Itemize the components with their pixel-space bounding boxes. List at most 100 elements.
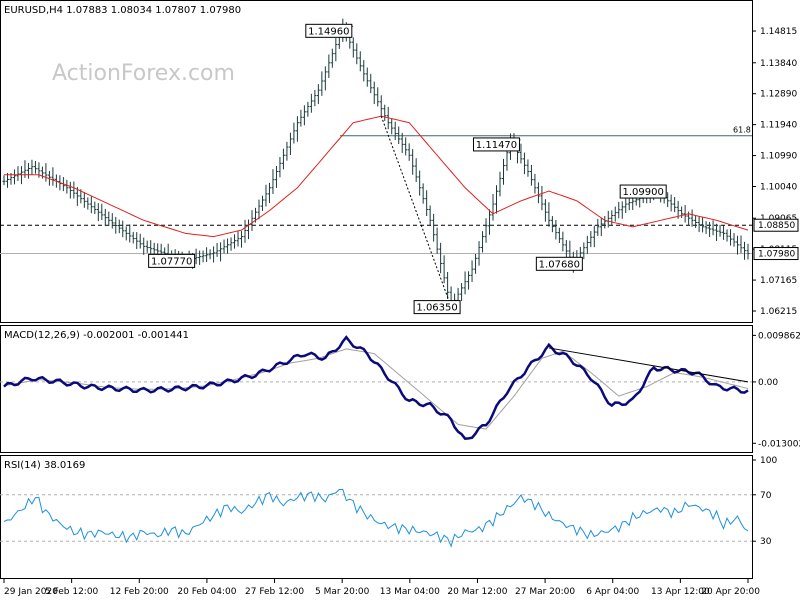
price-tick-label: 1.13840 bbox=[760, 59, 797, 69]
price-bar bbox=[383, 104, 387, 121]
macd-header: MACD(12,26,9) -0.002001 -0.001441 bbox=[4, 330, 189, 341]
price-bar bbox=[533, 173, 537, 194]
price-bar bbox=[732, 233, 736, 247]
price-bar bbox=[243, 219, 247, 243]
price-bar bbox=[397, 126, 401, 145]
fib-label: 61.8 bbox=[733, 126, 751, 135]
price-bar bbox=[131, 231, 135, 244]
annotation-label: 1.07680 bbox=[539, 259, 580, 270]
price-bar bbox=[488, 209, 492, 235]
price-bar bbox=[142, 237, 146, 255]
rsi-header: RSI(14) 38.0169 bbox=[4, 460, 85, 471]
price-bar bbox=[93, 201, 97, 214]
price-bar bbox=[582, 242, 586, 260]
annotation-label: 1.06350 bbox=[416, 303, 457, 314]
price-bar bbox=[550, 216, 554, 233]
price-bar bbox=[418, 170, 422, 196]
price-bar bbox=[107, 211, 111, 226]
price-bar bbox=[149, 240, 153, 255]
rsi-tick-label: 30 bbox=[760, 537, 772, 547]
price-tick-label: 1.10990 bbox=[760, 152, 797, 162]
x-tick-label: 29 Jan 2020 bbox=[4, 587, 58, 597]
price-bar bbox=[522, 152, 526, 175]
macd-line bbox=[3, 335, 749, 441]
price-bar bbox=[467, 271, 471, 290]
price-bar bbox=[435, 227, 439, 254]
price-bar bbox=[477, 241, 481, 266]
annotation-box bbox=[535, 256, 583, 271]
price-bar bbox=[407, 143, 411, 161]
price-bar bbox=[212, 246, 216, 263]
price-bar bbox=[746, 243, 750, 260]
price-bar bbox=[481, 231, 485, 253]
price-bar bbox=[425, 190, 429, 216]
price-bar bbox=[495, 185, 499, 214]
price-bar bbox=[327, 54, 331, 79]
price-bar bbox=[208, 249, 212, 260]
price-bar bbox=[715, 223, 719, 242]
price-bar bbox=[51, 167, 55, 186]
price-bar bbox=[704, 221, 708, 234]
price-tick-label: 1.14815 bbox=[760, 27, 797, 37]
price-bar bbox=[536, 182, 540, 204]
current-price-tag bbox=[753, 247, 799, 261]
price-bar bbox=[554, 219, 558, 240]
price-bar bbox=[390, 118, 394, 135]
price-bar bbox=[323, 66, 327, 91]
price-bar bbox=[460, 283, 464, 301]
price-bar bbox=[543, 199, 547, 222]
price-bar bbox=[30, 159, 34, 175]
price-bar bbox=[267, 182, 271, 204]
price-bar bbox=[285, 141, 289, 161]
price-bar bbox=[729, 229, 733, 246]
price-bar bbox=[701, 217, 705, 233]
price-bar bbox=[233, 234, 237, 249]
price-bar bbox=[393, 121, 397, 141]
price-bar bbox=[86, 197, 90, 210]
price-bar bbox=[519, 143, 523, 164]
price-bar bbox=[428, 205, 432, 226]
price-bar bbox=[697, 216, 701, 233]
price-bar bbox=[540, 185, 544, 211]
price-bar bbox=[421, 183, 425, 204]
price-bar bbox=[505, 148, 509, 171]
price-bar bbox=[201, 250, 205, 263]
annotation-label: 1.14960 bbox=[308, 26, 349, 37]
price-bar bbox=[369, 73, 373, 94]
price-bar bbox=[68, 181, 72, 199]
price-bar bbox=[274, 166, 278, 188]
decline-trend-line bbox=[380, 115, 452, 307]
price-bar bbox=[288, 132, 292, 156]
price-bar bbox=[124, 226, 128, 241]
price-bar bbox=[680, 206, 684, 219]
price-bar bbox=[145, 240, 149, 253]
rsi-tick-label: 100 bbox=[760, 456, 777, 466]
price-bar bbox=[309, 93, 313, 113]
price-bar bbox=[627, 197, 631, 211]
annotation-box bbox=[148, 253, 196, 268]
price-bar bbox=[65, 179, 69, 194]
price-bar bbox=[617, 201, 621, 219]
price-bar bbox=[96, 203, 100, 222]
price-bar bbox=[229, 237, 233, 251]
macd-tick-label: -0.013002 bbox=[758, 439, 800, 449]
x-tick-label: 12 Feb 20:00 bbox=[110, 587, 169, 597]
price-tick-label: 1.12890 bbox=[760, 90, 797, 100]
price-bar bbox=[432, 213, 436, 242]
level-tag-label: 1.08850 bbox=[758, 221, 795, 231]
price-bar bbox=[302, 105, 306, 126]
x-tick-label: 5 Mar 20:00 bbox=[315, 587, 370, 597]
annotation-label: 1.09900 bbox=[623, 187, 664, 198]
price-bar bbox=[16, 166, 20, 181]
price-bar bbox=[484, 218, 488, 243]
price-bar bbox=[351, 37, 355, 58]
price-bar bbox=[474, 253, 478, 274]
price-bar bbox=[26, 162, 30, 179]
price-bar bbox=[12, 169, 16, 185]
price-bar bbox=[498, 171, 502, 197]
price-bar bbox=[33, 161, 37, 174]
rsi-tick-label: 70 bbox=[760, 491, 772, 501]
price-bar bbox=[690, 209, 694, 227]
x-tick-label: 13 Mar 04:00 bbox=[380, 587, 440, 597]
